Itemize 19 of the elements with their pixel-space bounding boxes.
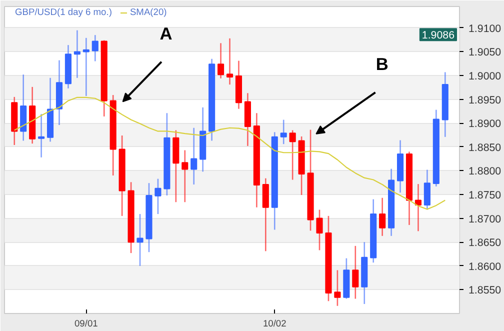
y-tick-label: 1.8650	[468, 237, 502, 250]
annotation: A	[160, 23, 173, 44]
y-tick-label: 1.8900	[468, 118, 502, 130]
y-tick-label: 1.8800	[468, 166, 502, 178]
y-tick-label: 1.9050	[468, 46, 502, 59]
y-tick-label: 1.9000	[468, 70, 502, 83]
x-tick-label: 10/02	[262, 318, 286, 328]
x-tick-label: 09/01	[74, 318, 98, 328]
legend-label: SMA(20)	[130, 7, 167, 17]
y-tick-label: 1.8850	[468, 142, 502, 154]
y-tick-label: 1.8550	[468, 284, 502, 297]
y-tick-label: 1.8700	[468, 213, 502, 226]
annotation: 1.9086	[422, 30, 455, 42]
y-tick-label: 1.9100	[468, 22, 502, 35]
y-tick-label: 1.8750	[468, 190, 502, 202]
y-tick-label: 1.8600	[468, 260, 502, 273]
y-tick-label: 1.8950	[468, 94, 502, 106]
text: GBP/USD(1 day 6 mo.)	[15, 7, 112, 17]
annotation: B	[376, 54, 388, 74]
